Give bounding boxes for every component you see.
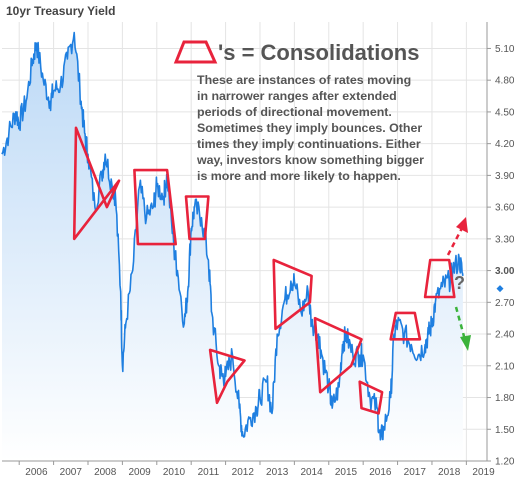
y-tick-label: 4.20 bbox=[495, 139, 515, 150]
x-tick-label: 2015 bbox=[335, 467, 358, 478]
consolidation-trapezoid bbox=[184, 195, 210, 241]
x-tick-label: 2010 bbox=[163, 467, 186, 478]
consolidation-trapezoid bbox=[208, 348, 246, 405]
chart-title: 10yr Treasury Yield bbox=[6, 4, 115, 18]
annotation-line-1: These are instances of rates moving bbox=[197, 73, 411, 87]
up-arrow-head-icon bbox=[456, 217, 468, 233]
y-tick-label: 5.10 bbox=[495, 44, 515, 55]
consolidation-trapezoid bbox=[72, 126, 121, 241]
question-mark: ? bbox=[454, 273, 465, 293]
x-tick-label: 2006 bbox=[25, 467, 48, 478]
consolidation-trapezoid bbox=[358, 380, 384, 415]
consolidation-trapezoid bbox=[423, 258, 456, 299]
down-arrow-line bbox=[454, 306, 467, 341]
annotation-line-2: in narrower ranges after extended bbox=[197, 89, 397, 103]
y-tick-label: 3.90 bbox=[495, 171, 515, 182]
down-arrow-head-icon bbox=[460, 335, 471, 351]
y-tick-label: 3.60 bbox=[495, 203, 515, 214]
consolidation-shapes bbox=[72, 126, 456, 415]
y-tick-labels: 5.10 4.80 4.50 4.20 3.90 3.60 3.30 3.00 2.70 2.40… bbox=[495, 44, 515, 468]
x-tick-label: 2018 bbox=[438, 467, 461, 478]
annotation-group: 10yr Treasury Yield 's = Consolidations … bbox=[6, 4, 471, 351]
x-tick-label: 2013 bbox=[266, 467, 289, 478]
x-tick-label: 2007 bbox=[60, 467, 83, 478]
y-tick-label: 1.80 bbox=[495, 393, 515, 404]
series-area-fill bbox=[2, 32, 463, 461]
x-tick-label: 2019 bbox=[472, 467, 495, 478]
x-tick-label: 2014 bbox=[300, 467, 323, 478]
x-tick-label: 2012 bbox=[232, 467, 255, 478]
consolidation-trapezoid bbox=[272, 258, 313, 331]
annotation-line-7: is more and more likely to happen. bbox=[197, 169, 401, 183]
series-line-group bbox=[1, 31, 464, 441]
consolidation-trapezoid bbox=[313, 316, 363, 394]
y-tick-label: 2.70 bbox=[495, 298, 515, 309]
x-tick-label: 2016 bbox=[369, 467, 392, 478]
x-tick-label: 2008 bbox=[94, 467, 117, 478]
y-tick-label: 1.20 bbox=[495, 457, 515, 468]
last-value-marker-icon bbox=[496, 285, 504, 293]
consolidation-trapezoid bbox=[133, 168, 177, 246]
x-tick-label: 2011 bbox=[198, 467, 220, 478]
y-tick-label: 1.50 bbox=[495, 425, 515, 436]
annotation-line-4: Sometimes they imply bounces. Other bbox=[197, 121, 422, 135]
y-tick-label: 2.40 bbox=[495, 330, 515, 341]
series-line bbox=[1, 31, 464, 441]
series-area bbox=[2, 32, 463, 461]
x-tick-labels: 2006 2007 2008 2009 2010 2011 2012 2013 2014 2015… bbox=[25, 467, 495, 478]
annotation-heading: 's = Consolidations bbox=[218, 40, 419, 65]
consolidation-trapezoid bbox=[389, 311, 422, 341]
annotation-line-5: times they imply continuations. Either bbox=[197, 137, 421, 151]
x-tick-label: 2017 bbox=[404, 467, 427, 478]
y-tick-label: 2.10 bbox=[495, 361, 515, 372]
axes bbox=[2, 22, 504, 465]
y-tick-label: 4.50 bbox=[495, 107, 515, 118]
x-tick-label: 2009 bbox=[128, 467, 151, 478]
y-tick-label: 3.30 bbox=[495, 234, 515, 245]
annotation-line-3: periods of directional movement. bbox=[197, 105, 392, 119]
y-tick-label: 4.80 bbox=[495, 76, 515, 87]
annotation-line-6: way, investors know something bigger bbox=[196, 153, 424, 167]
y-tick-label: 3.00 bbox=[495, 266, 515, 277]
legend-trapezoid-icon bbox=[173, 40, 218, 64]
